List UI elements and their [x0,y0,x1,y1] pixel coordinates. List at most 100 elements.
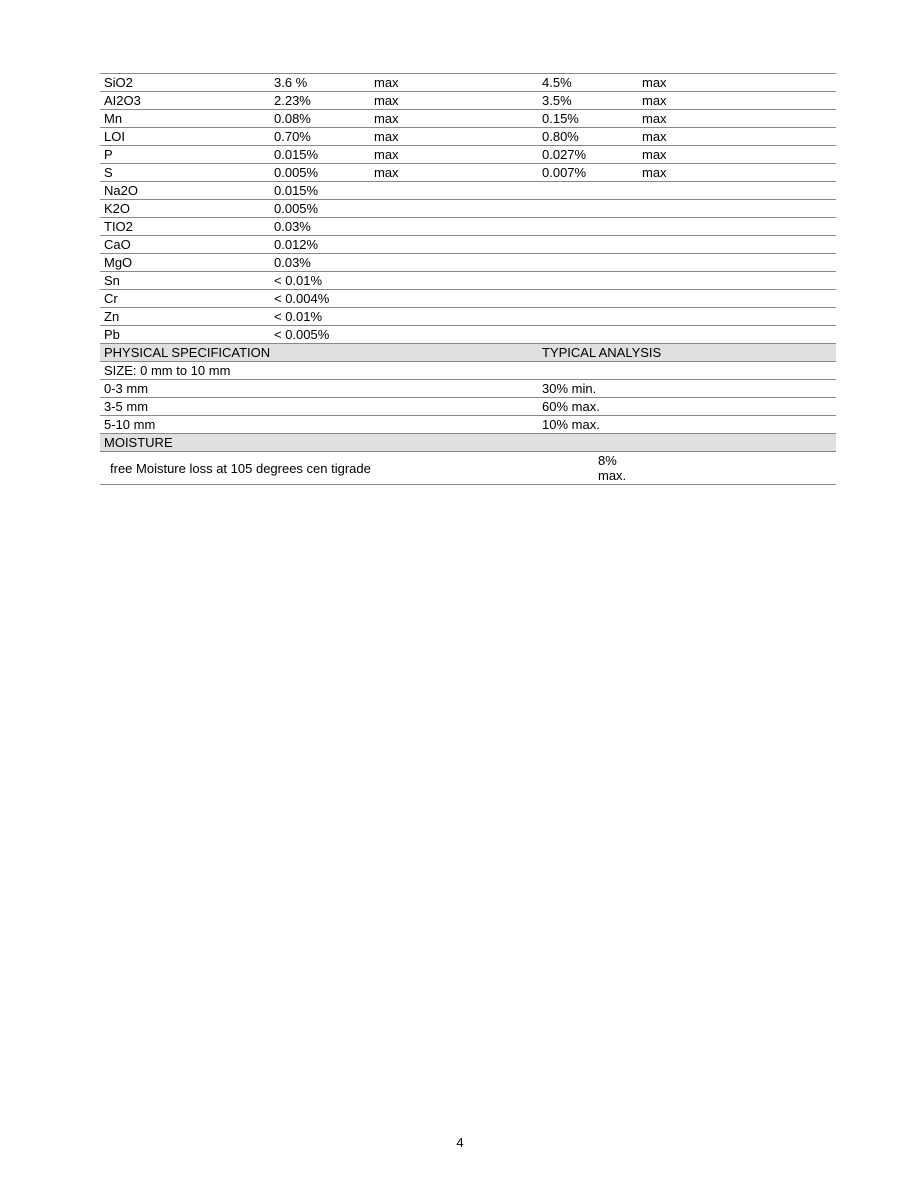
moisture-label: free Moisture loss at 105 degrees cen ti… [100,452,538,485]
table-row: 3-5 mm60% max. [100,398,836,416]
chem-qualifier-2 [638,290,836,308]
table-row: P0.015%max0.027%max [100,146,836,164]
chem-qualifier-1: max [370,92,538,110]
chem-name: MgO [100,254,270,272]
chem-qualifier-2 [638,272,836,290]
chem-name: AI2O3 [100,92,270,110]
chem-qualifier-2 [638,200,836,218]
section-header-physical: PHYSICAL SPECIFICATIONTYPICAL ANALYSIS [100,344,836,362]
chem-value-2 [538,308,638,326]
chem-qualifier-2: max [638,110,836,128]
table-row: S0.005%max0.007%max [100,164,836,182]
chem-value-2: 0.80% [538,128,638,146]
chem-qualifier-2: max [638,128,836,146]
chem-qualifier-2 [638,236,836,254]
chem-value-2: 3.5% [538,92,638,110]
table-row: Sn< 0.01% [100,272,836,290]
size-range: 5-10 mm [100,416,538,434]
table-row: Na2O0.015% [100,182,836,200]
table-row: LOI0.70%max0.80%max [100,128,836,146]
chem-qualifier-1: max [370,74,538,92]
chem-qualifier-1 [370,200,538,218]
chem-qualifier-1: max [370,128,538,146]
chem-qualifier-2: max [638,146,836,164]
chem-qualifier-2 [638,254,836,272]
chem-value-1: 0.03% [270,254,370,272]
chem-qualifier-2 [638,308,836,326]
chem-name: Pb [100,326,270,344]
chem-value-2: 0.027% [538,146,638,164]
chem-value-2 [538,326,638,344]
chem-qualifier-1: max [370,146,538,164]
size-range: 3-5 mm [100,398,538,416]
size-range: 0-3 mm [100,380,538,398]
chem-qualifier-2: max [638,74,836,92]
table-row: CaO0.012% [100,236,836,254]
moisture-row: free Moisture loss at 105 degrees cen ti… [100,452,836,485]
chem-qualifier-1 [370,326,538,344]
size-value: 10% max. [538,416,836,434]
chem-value-2: 0.15% [538,110,638,128]
chem-value-1: 2.23% [270,92,370,110]
chem-value-1: 0.03% [270,218,370,236]
table-row: SiO23.6 %max4.5%max [100,74,836,92]
size-title: SIZE: 0 mm to 10 mm [100,362,538,380]
chem-name: Zn [100,308,270,326]
chem-value-2 [538,200,638,218]
chem-value-1: 0.005% [270,200,370,218]
section-header-moisture: MOISTURE [100,434,836,452]
chem-qualifier-1 [370,308,538,326]
table-row: AI2O32.23%max3.5%max [100,92,836,110]
chem-value-2: 0.007% [538,164,638,182]
chem-name: SiO2 [100,74,270,92]
chem-qualifier-1: max [370,110,538,128]
chem-value-2: 4.5% [538,74,638,92]
table-row: MgO0.03% [100,254,836,272]
chem-name: TIO2 [100,218,270,236]
size-value: 30% min. [538,380,836,398]
chem-qualifier-1 [370,236,538,254]
table-row: 5-10 mm10% max. [100,416,836,434]
header-physical-spec: PHYSICAL SPECIFICATION [100,344,538,362]
chem-qualifier-1 [370,182,538,200]
table-row: 0-3 mm30% min. [100,380,836,398]
chem-qualifier-1 [370,272,538,290]
table-row: Cr< 0.004% [100,290,836,308]
chem-name: Sn [100,272,270,290]
chem-name: Na2O [100,182,270,200]
chem-value-2 [538,218,638,236]
chem-value-1: 0.08% [270,110,370,128]
chem-value-1: 0.015% [270,146,370,164]
page-number: 4 [0,1135,920,1150]
header-typical-analysis: TYPICAL ANALYSIS [538,344,836,362]
chem-name: Mn [100,110,270,128]
chem-value-1: 0.70% [270,128,370,146]
chem-value-1: < 0.005% [270,326,370,344]
chem-name: P [100,146,270,164]
table-row: Zn< 0.01% [100,308,836,326]
chem-value-2 [538,236,638,254]
chem-qualifier-1 [370,218,538,236]
chem-qualifier-2: max [638,92,836,110]
table-row: K2O0.005% [100,200,836,218]
spec-table: SiO23.6 %max4.5%maxAI2O32.23%max3.5%maxM… [100,73,836,485]
size-value: 60% max. [538,398,836,416]
size-title-row: SIZE: 0 mm to 10 mm [100,362,836,380]
table-row: TIO20.03% [100,218,836,236]
chem-name: CaO [100,236,270,254]
chem-qualifier-2 [638,182,836,200]
chem-value-1: 0.015% [270,182,370,200]
chem-value-2 [538,182,638,200]
chem-qualifier-1 [370,290,538,308]
chem-value-2 [538,272,638,290]
table-row: Mn0.08%max0.15%max [100,110,836,128]
chem-value-2 [538,254,638,272]
chem-value-1: 0.012% [270,236,370,254]
chem-qualifier-2: max [638,164,836,182]
chem-name: Cr [100,290,270,308]
chem-name: K2O [100,200,270,218]
chem-qualifier-1 [370,254,538,272]
moisture-value: 8% max. [538,452,638,485]
chem-name: LOI [100,128,270,146]
chem-value-1: < 0.01% [270,308,370,326]
